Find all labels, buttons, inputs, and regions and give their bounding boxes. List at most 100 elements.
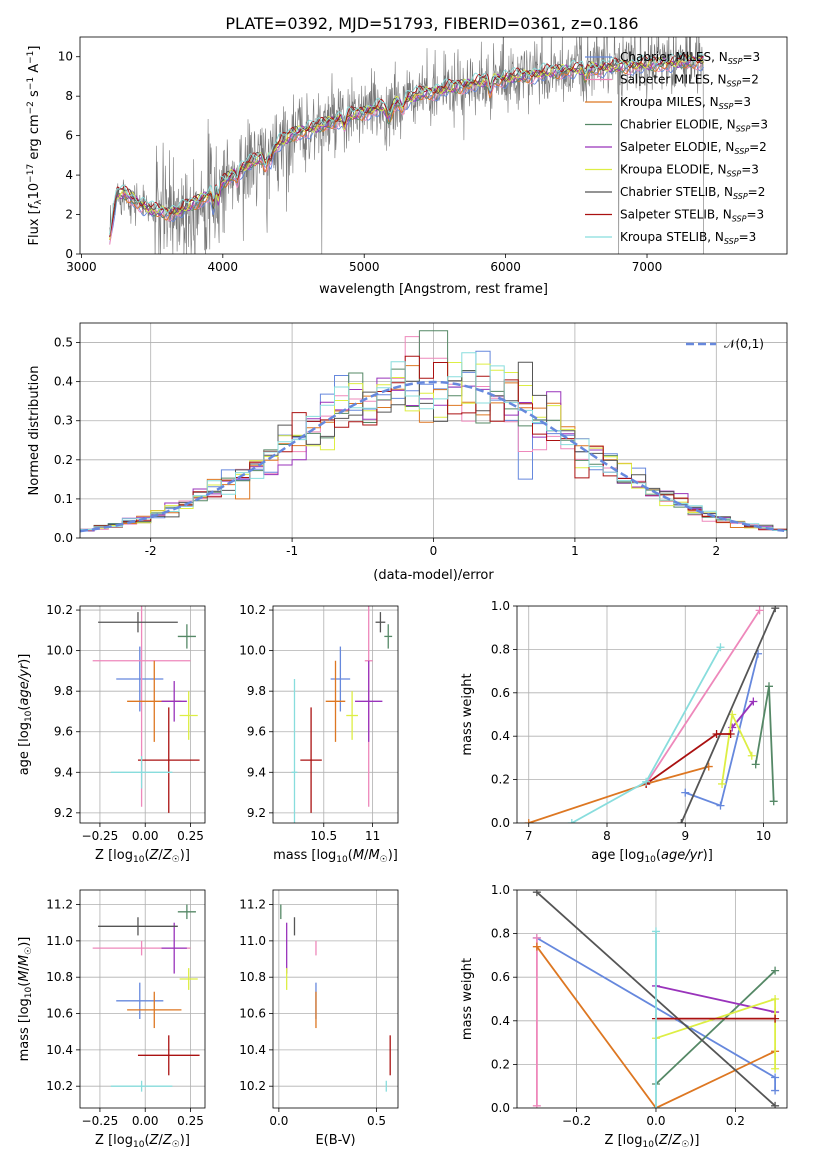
y-tick-label: 0.2: [491, 1057, 510, 1071]
legend-entry-salpeter-miles: Salpeter MILES, NSSP=2: [620, 73, 759, 89]
x-tick-label: 7: [525, 829, 533, 843]
y-tick-label: 10.2: [46, 603, 73, 617]
axes-frame: [516, 889, 788, 1109]
legend-spectrum: Chabrier MILES, NSSP=3 Salpeter MILES, NS…: [585, 50, 768, 246]
errorbar-kroupa-elodie: [179, 691, 198, 740]
y-tick-label: 0: [65, 247, 73, 261]
plot-area-age-vs-mass: [273, 606, 398, 823]
y-tick-label: 0.6: [491, 686, 510, 700]
y-tick-label: 10.4: [46, 1043, 73, 1057]
errorbar-kroupa-miles: [325, 660, 346, 742]
y-tick-label: 0.8: [491, 927, 510, 941]
weight-point: [755, 606, 764, 615]
residual-histogram-kroupa-stelib: [80, 352, 787, 534]
errorbar-kroupa-miles: [127, 991, 182, 1029]
x-tick-label: 8: [603, 829, 611, 843]
y-tick-label: 11.2: [46, 898, 73, 912]
x-tick-label: 0.00: [132, 1114, 159, 1128]
axes-weight-vs-Z: −0.2 0.0 0.2 0.0 0.2 0.4 0.6 0.8 1.0 Z [log10(Z/Z…: [460, 883, 788, 1150]
axes-mass-vs-EBV: 0.0 0.5 10.2 10.4 10.6 10.8 11.0 11.2 E(B-V): [239, 889, 399, 1148]
y-tick-label: 9.2: [54, 806, 73, 820]
weight-point: [747, 751, 756, 760]
axes-frame: [79, 36, 788, 255]
y-tick-label: 10: [58, 50, 73, 64]
legend-entry-chabrier-miles: Chabrier MILES, NSSP=3: [620, 50, 760, 66]
y-tick-label: 10.0: [239, 644, 266, 658]
axes-frame: [79, 889, 206, 1109]
y-axis-label: mass [log10(M/M☉)]: [17, 937, 34, 1062]
errorbar-chabrier-stelib: [375, 612, 386, 633]
weight-point: [712, 730, 721, 739]
x-axis-label: wavelength [Angstrom, rest frame]: [319, 282, 548, 297]
y-tick-label: 11.0: [239, 934, 266, 948]
legend-entry-salpeter-elodie: Salpeter ELODIE, NSSP=2: [620, 140, 767, 156]
errorbar-kroupa-elodie: [179, 968, 198, 990]
y-tick-label: 0.2: [54, 453, 73, 467]
legend-residuals: 𝒩(0,1): [686, 337, 764, 351]
errorbar-chabrier-miles: [116, 646, 164, 712]
weight-line-kroupa-elodie: [655, 997, 776, 1069]
errorbar-chabrier-miles: [116, 982, 164, 1019]
x-tick-label: −0.2: [562, 1114, 591, 1128]
x-tick-label: 6000: [490, 260, 521, 274]
x-tick-label: -2: [145, 544, 157, 558]
weight-point: [651, 927, 660, 936]
x-tick-label: 0: [430, 544, 438, 558]
x-tick-label: −0.25: [82, 1114, 119, 1128]
x-tick-label: 0.2: [726, 1114, 745, 1128]
weight-point: [532, 890, 541, 897]
weight-point: [532, 1101, 541, 1108]
axes-age-vs-mass: 10.5 11 9.2 9.4 9.6 9.8 10.0 10.2 mass [log10(M/…: [239, 603, 399, 865]
model-spectrum-kroupa-stelib: [109, 52, 704, 235]
y-tick-label: 10.8: [239, 970, 266, 984]
y-tick-label: 10.4: [239, 1043, 266, 1057]
y-tick-label: 0.5: [54, 336, 73, 350]
plot-area-mass-vs-EBV: [273, 890, 398, 1108]
errorbar-salpeter-elodie: [355, 660, 383, 742]
y-tick-label: 9.4: [247, 765, 266, 779]
x-axis-label: Z [log10(Z/Z☉)]: [605, 1133, 700, 1150]
errorbar-chabrier-elodie: [384, 624, 393, 649]
plot-area-weight-vs-age: [517, 606, 787, 823]
normal-distribution-curve: [80, 380, 785, 533]
y-axis-label: mass weight: [460, 673, 475, 755]
y-tick-label: 10.2: [46, 1079, 73, 1093]
x-tick-label: 5000: [349, 260, 380, 274]
y-tick-label: 0.4: [491, 729, 510, 743]
y-tick-label: 9.8: [247, 684, 266, 698]
ticks-age-vs-Z: −0.25 0.00 0.25 9.2 9.4 9.6 9.8 10.0 10.2: [46, 603, 204, 843]
axes-frame: [272, 605, 399, 824]
x-tick-label: 1: [571, 544, 579, 558]
y-tick-label: 0.8: [491, 642, 510, 656]
weight-point: [771, 1086, 780, 1095]
ticks-residuals: -2 -1 0 1 2 0.0 0.1 0.2 0.3 0.4 0.5: [54, 336, 720, 558]
y-tick-label: 6: [65, 129, 73, 143]
errorbar-salpeter-stelib: [137, 707, 200, 813]
y-tick-label: 11.0: [46, 934, 73, 948]
y-tick-label: 4: [65, 168, 73, 182]
x-tick-label: 7000: [632, 260, 663, 274]
weight-point: [567, 819, 576, 823]
weight-point: [716, 643, 725, 652]
legend-entry-normal: 𝒩(0,1): [724, 337, 764, 351]
y-tick-label: 0.4: [54, 375, 73, 389]
y-tick-label: 9.2: [247, 806, 266, 820]
x-tick-label: 10.5: [310, 829, 337, 843]
weight-point: [771, 1101, 780, 1108]
y-tick-label: 0.0: [54, 531, 73, 545]
ticks-age-vs-mass: 10.5 11 9.2 9.4 9.6 9.8 10.0 10.2: [239, 603, 380, 843]
x-axis-label: Z [log10(Z/Z☉)]: [95, 848, 190, 865]
errorbar-salpeter-stelib: [137, 1035, 200, 1076]
weight-point: [751, 760, 760, 769]
weight-point: [726, 730, 735, 739]
x-tick-label: 3000: [66, 260, 97, 274]
errorbar-chabrier-stelib: [98, 612, 178, 633]
y-tick-label: 9.4: [54, 765, 73, 779]
errorbar-chabrier-miles: [330, 646, 351, 712]
weight-point: [524, 819, 533, 823]
errorbar-salpeter-elodie: [161, 681, 187, 722]
y-tick-label: 2: [65, 208, 73, 222]
x-tick-label: 0.0: [646, 1114, 665, 1128]
errorbar-salpeter-stelib: [300, 707, 322, 813]
